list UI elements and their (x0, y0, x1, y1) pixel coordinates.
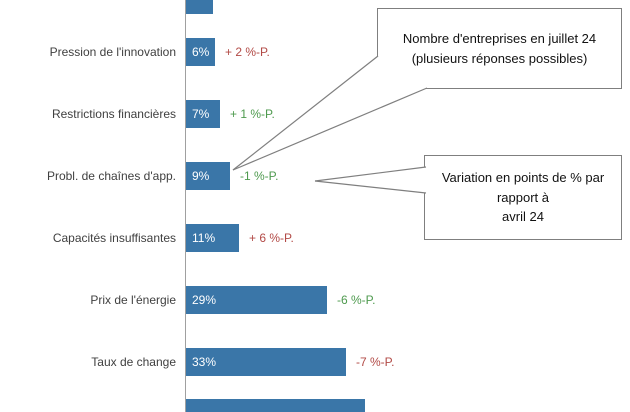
bar: 33% (186, 348, 346, 376)
value-label: 9% (192, 169, 210, 183)
change-label: + 6 %-P. (249, 231, 294, 245)
change-label: + 2 %-P. (225, 45, 270, 59)
bar-row: Prix de l'énergie 29% -6 %-P. (0, 286, 630, 314)
change-label: -6 %-P. (337, 293, 376, 307)
bar-row: Capacités insuffisantes 11% + 6 %-P. (0, 224, 630, 252)
bar: 7% (186, 100, 220, 128)
partial-bar-bottom (186, 399, 365, 412)
value-label: 33% (192, 355, 217, 369)
bar: 11% (186, 224, 239, 252)
category-label: Taux de change (91, 355, 176, 369)
partial-bar-top (186, 0, 213, 14)
bar-row: Restrictions financières 7% + 1 %-P. (0, 100, 630, 128)
bar-row: Probl. de chaînes d'app. 9% -1 %-P. (0, 162, 630, 190)
bar: 9% (186, 162, 230, 190)
annotation-variation-text: Variation en points de % par rapport à a… (441, 170, 605, 225)
change-label: -7 %-P. (356, 355, 395, 369)
change-label: -1 %-P. (240, 169, 279, 183)
value-label: 6% (192, 45, 210, 59)
category-label: Capacités insuffisantes (52, 231, 176, 245)
bar: 29% (186, 286, 327, 314)
annotation-box-variation: Variation en points de % par rapport à a… (424, 155, 622, 240)
annotation-box-entreprises: Nombre d'entreprises en juillet 24 (plus… (377, 8, 622, 89)
category-label: Probl. de chaînes d'app. (46, 169, 176, 183)
category-label: Restrictions financières (51, 107, 176, 121)
bar-row: Taux de change 33% -7 %-P. (0, 348, 630, 376)
bar: 6% (186, 38, 215, 66)
bar-row: Pression de l'innovation 6% + 2 %-P. (0, 38, 630, 66)
category-label: Prix de l'énergie (90, 293, 176, 307)
y-axis-line (185, 0, 186, 412)
value-label: 11% (192, 231, 216, 245)
value-label: 29% (192, 293, 217, 307)
annotation-entreprises-text: Nombre d'entreprises en juillet 24 (plus… (402, 31, 597, 66)
value-label: 7% (192, 107, 210, 121)
change-label: + 1 %-P. (230, 107, 275, 121)
category-label: Pression de l'innovation (49, 45, 176, 59)
